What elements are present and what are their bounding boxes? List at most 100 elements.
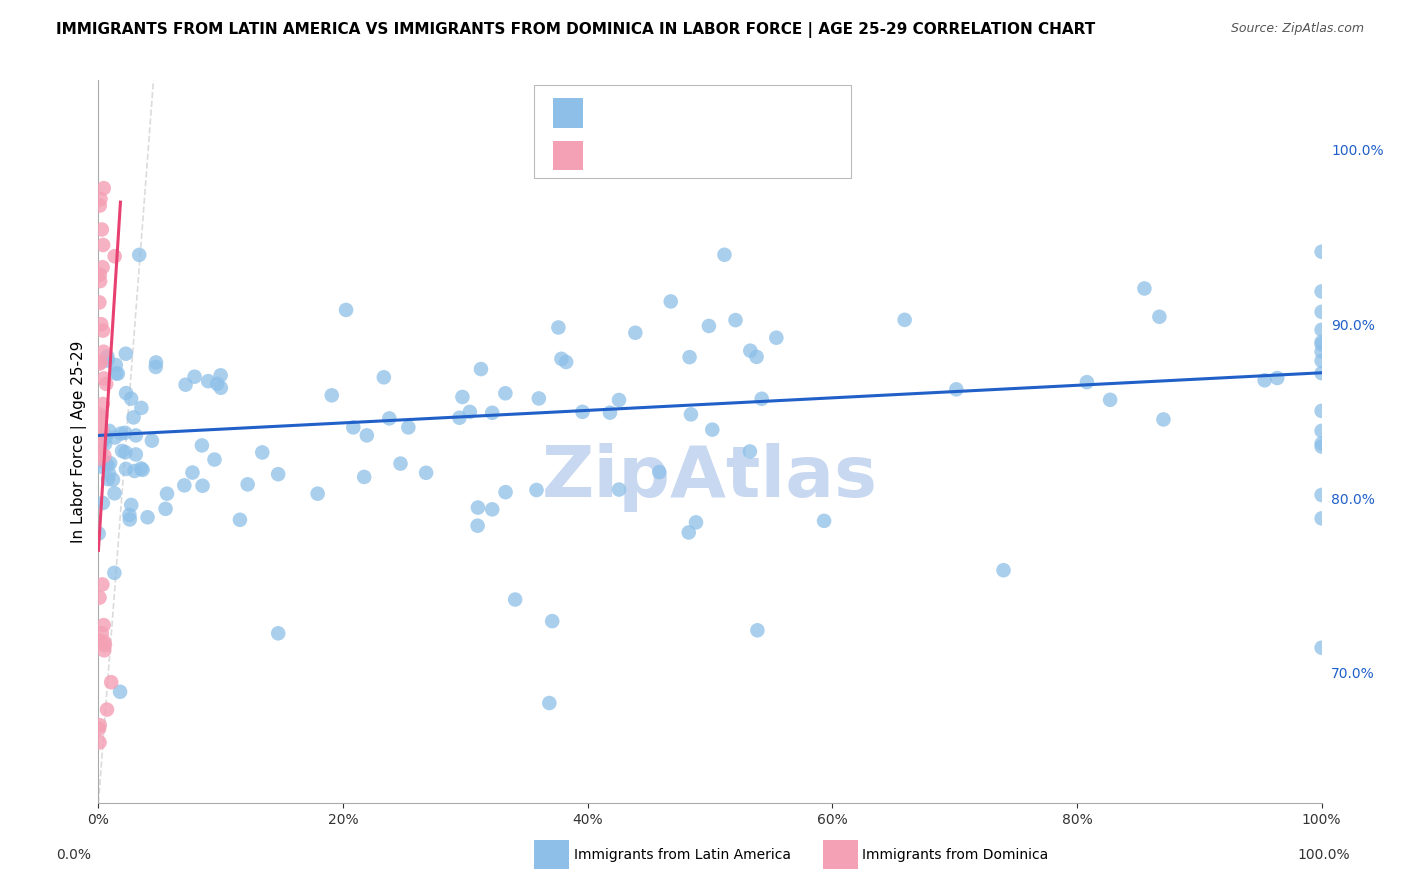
Point — [713, 248, 735, 262]
Point — [1310, 440, 1333, 454]
Text: 0.226: 0.226 — [631, 105, 678, 120]
Point — [128, 248, 150, 262]
Point — [89, 636, 111, 650]
Point — [91, 577, 114, 591]
Point — [87, 437, 110, 451]
Point — [236, 477, 259, 491]
Point — [124, 464, 146, 478]
Point — [267, 467, 290, 482]
Point — [191, 438, 214, 452]
Point — [396, 420, 419, 434]
Text: IMMIGRANTS FROM LATIN AMERICA VS IMMIGRANTS FROM DOMINICA IN LABOR FORCE | AGE 2: IMMIGRANTS FROM LATIN AMERICA VS IMMIGRA… — [56, 22, 1095, 38]
Point — [91, 238, 114, 252]
Point — [120, 392, 142, 406]
Text: N =: N = — [681, 105, 723, 120]
Point — [93, 635, 115, 649]
Point — [353, 470, 375, 484]
Point — [89, 445, 111, 459]
Point — [481, 502, 503, 516]
Point — [550, 351, 572, 366]
Point — [494, 386, 516, 401]
Point — [467, 518, 489, 533]
Point — [131, 401, 153, 415]
Text: R =: R = — [592, 148, 623, 163]
Point — [87, 526, 110, 541]
Point — [526, 483, 548, 497]
Point — [342, 420, 364, 434]
Point — [91, 452, 114, 467]
Point — [89, 440, 111, 454]
Point — [110, 426, 132, 441]
Point — [89, 295, 111, 310]
Point — [1310, 285, 1333, 299]
Point — [765, 331, 787, 345]
Point — [1099, 392, 1122, 407]
Point — [87, 409, 110, 424]
Point — [111, 444, 134, 458]
Point — [108, 685, 131, 699]
Point — [1149, 310, 1171, 324]
Text: ZipAtlas: ZipAtlas — [543, 443, 877, 512]
Point — [174, 377, 197, 392]
Point — [104, 249, 127, 263]
Point — [1310, 344, 1333, 359]
Point — [571, 405, 593, 419]
Point — [93, 432, 115, 446]
Y-axis label: In Labor Force | Age 25-29: In Labor Force | Age 25-29 — [72, 341, 87, 542]
Point — [1310, 511, 1333, 525]
Point — [1310, 488, 1333, 502]
Point — [252, 445, 274, 459]
Point — [648, 465, 671, 479]
Point — [1310, 353, 1333, 368]
Point — [93, 371, 115, 385]
Point — [114, 425, 136, 440]
Point — [555, 355, 578, 369]
Point — [131, 463, 153, 477]
Point — [90, 317, 112, 331]
Point — [90, 626, 112, 640]
Point — [93, 643, 115, 657]
Point — [97, 353, 120, 368]
Point — [356, 428, 378, 442]
Text: 44: 44 — [730, 148, 749, 163]
Text: 100.0%: 100.0% — [1298, 847, 1350, 862]
Point — [538, 696, 561, 710]
Point — [1310, 366, 1333, 380]
Point — [893, 313, 915, 327]
Point — [100, 675, 122, 690]
Point — [1310, 244, 1333, 259]
Point — [141, 434, 163, 448]
Point — [101, 473, 124, 487]
Point — [94, 429, 117, 443]
Point — [98, 456, 121, 470]
Point — [90, 459, 112, 474]
Point — [91, 496, 114, 510]
Point — [93, 618, 115, 632]
Point — [678, 525, 700, 540]
Point — [90, 222, 112, 236]
Point — [96, 350, 118, 364]
Point — [173, 478, 195, 492]
Point — [96, 702, 118, 716]
Point — [125, 447, 148, 461]
Point — [503, 592, 526, 607]
Point — [94, 638, 117, 652]
Point — [541, 614, 564, 628]
Point — [527, 392, 550, 406]
Point — [470, 362, 492, 376]
Point — [87, 633, 110, 648]
Point — [751, 392, 773, 406]
Point — [87, 722, 110, 736]
Point — [191, 479, 214, 493]
Point — [451, 390, 474, 404]
Point — [389, 457, 412, 471]
Point — [98, 424, 121, 438]
Text: 146: 146 — [730, 105, 761, 120]
Point — [1310, 640, 1333, 655]
Point — [449, 410, 471, 425]
Point — [89, 198, 111, 212]
Point — [1310, 337, 1333, 351]
Point — [209, 381, 232, 395]
Point — [118, 508, 141, 522]
Point — [1310, 323, 1333, 337]
